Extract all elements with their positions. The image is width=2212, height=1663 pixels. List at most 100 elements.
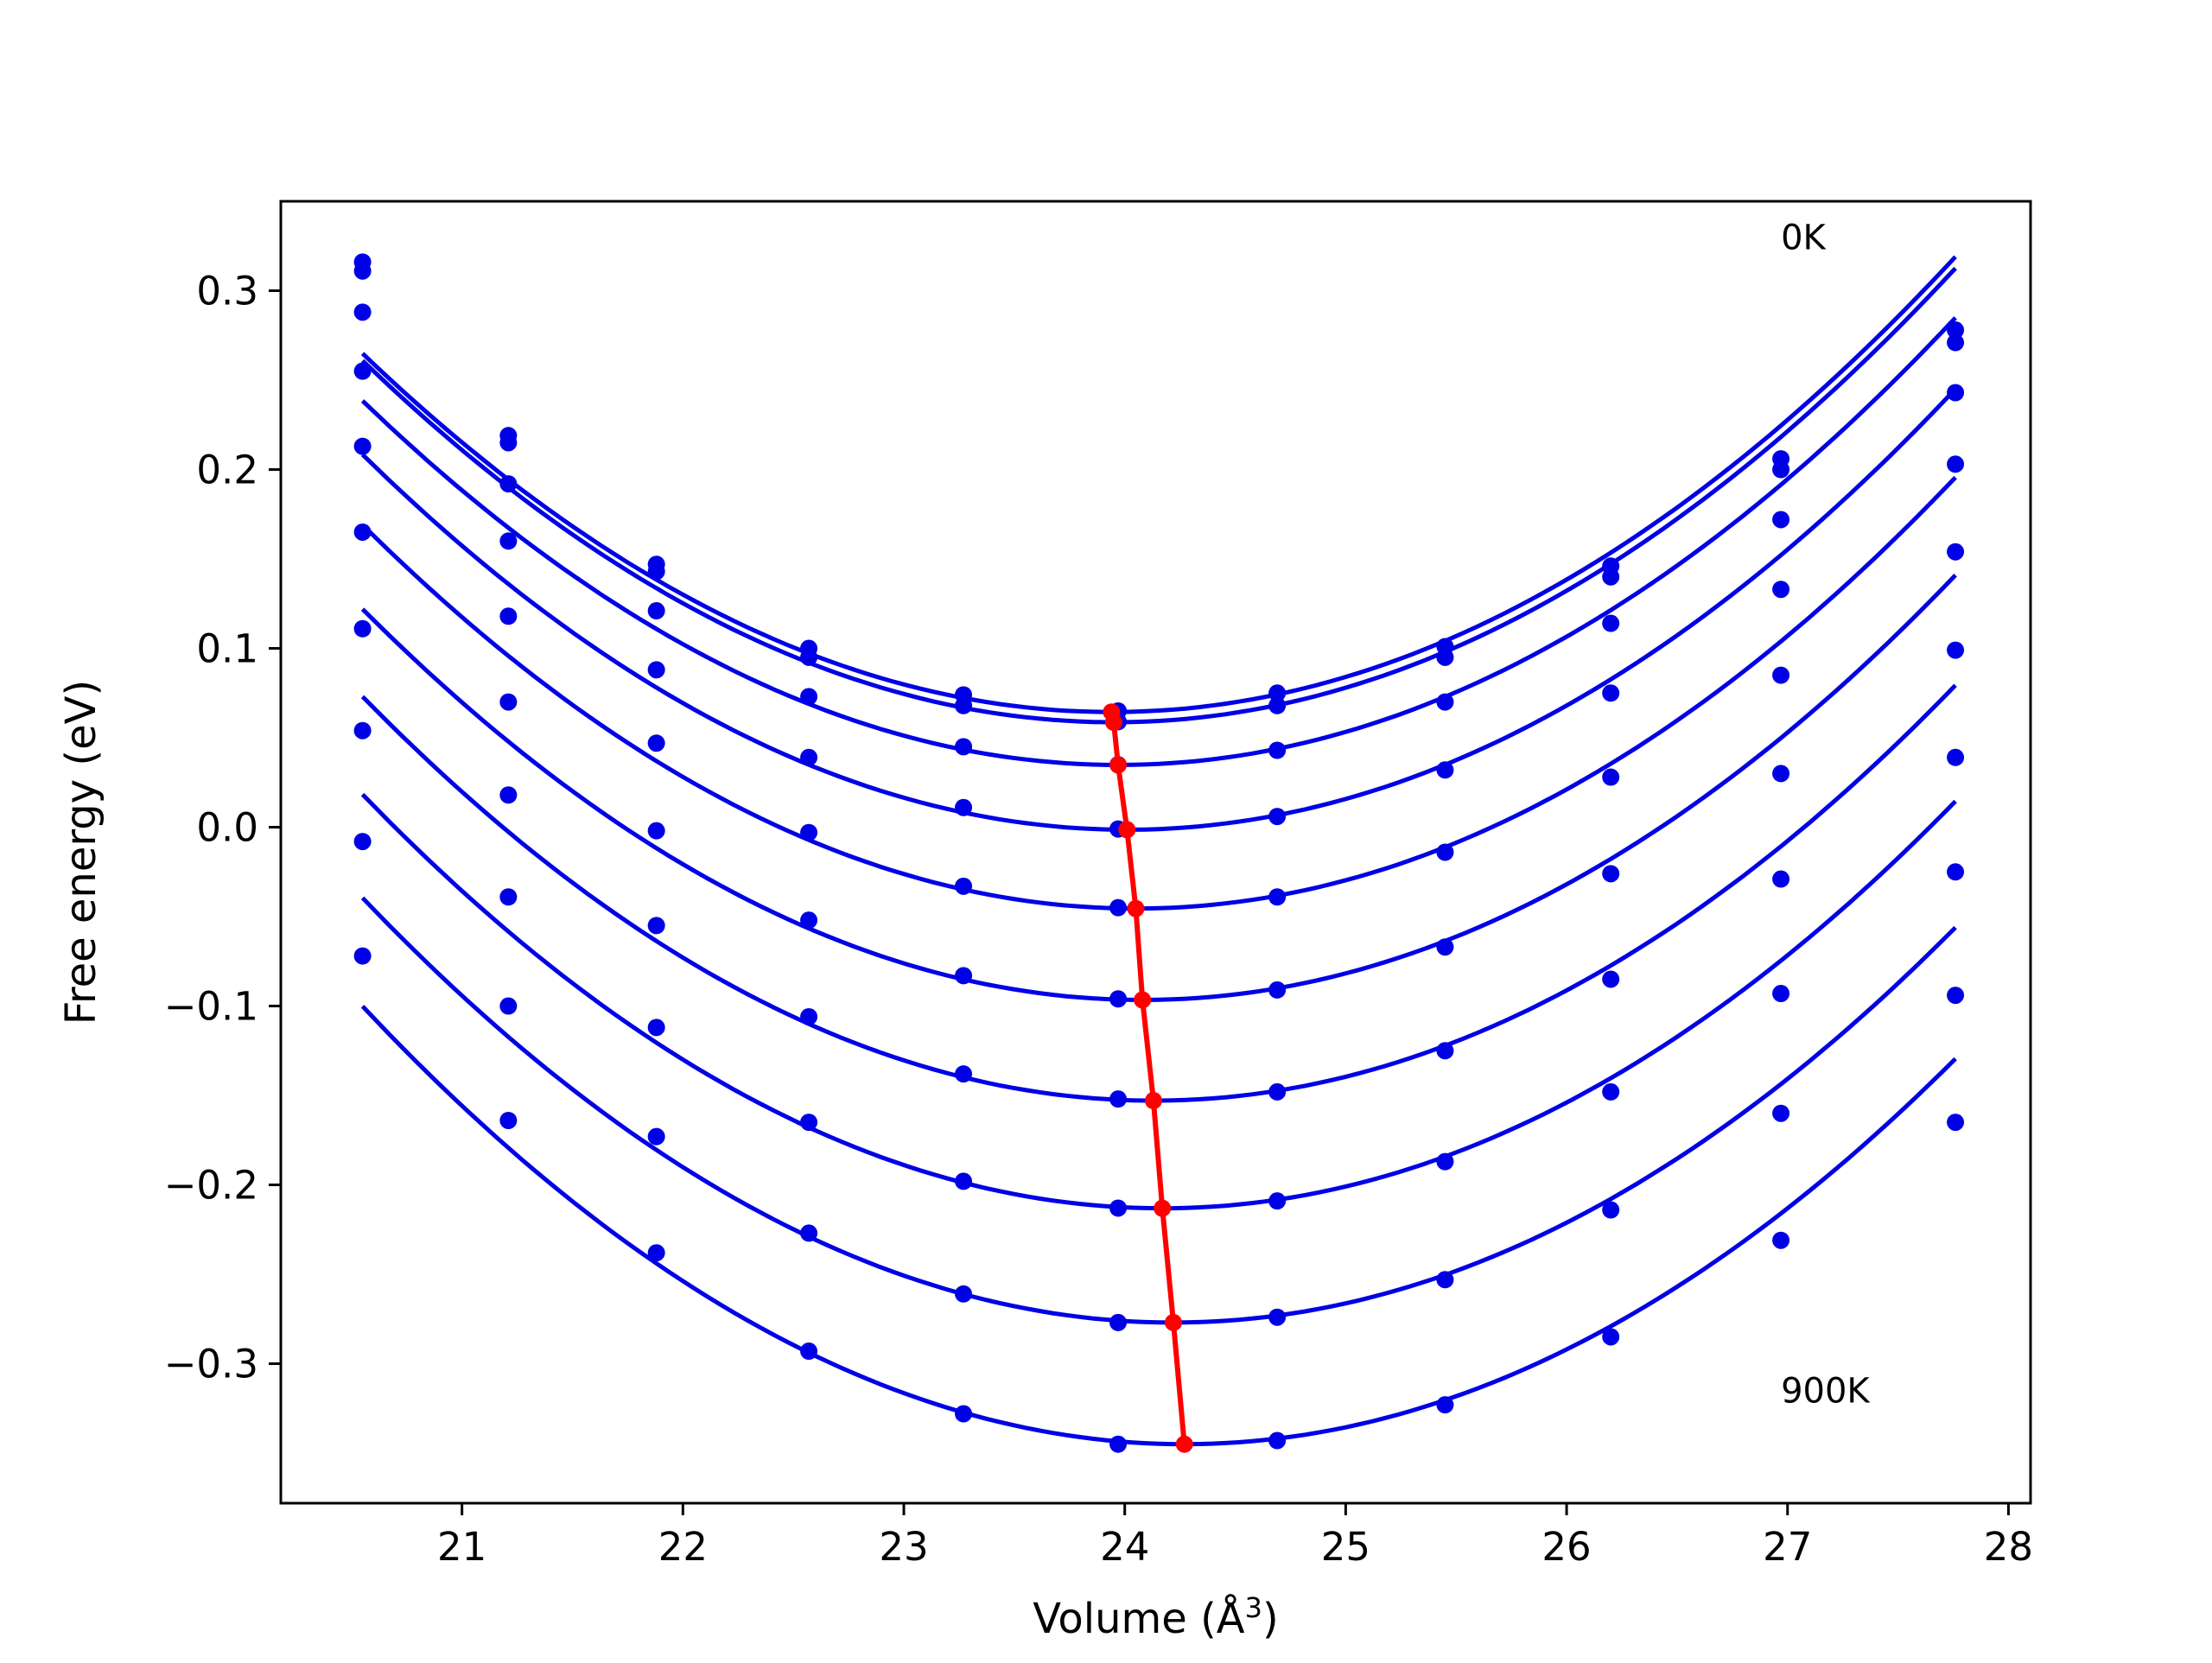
y-tick-label: 0.3	[196, 269, 258, 314]
data-point	[955, 1285, 973, 1303]
data-point	[1602, 684, 1620, 702]
minimum-point	[1134, 991, 1152, 1009]
data-point	[499, 693, 518, 711]
data-point	[499, 607, 518, 625]
data-point	[647, 822, 665, 840]
minimum-point	[1127, 899, 1145, 917]
data-point	[1268, 741, 1287, 759]
series-line-3	[360, 387, 1957, 832]
data-point	[955, 798, 973, 816]
data-point	[353, 833, 372, 851]
x-tick-label: 27	[1763, 1524, 1812, 1570]
data-point	[1947, 455, 1965, 473]
x-tick-label: 23	[879, 1524, 928, 1570]
data-point	[499, 475, 518, 493]
data-point	[1772, 666, 1790, 684]
data-point	[1772, 511, 1790, 529]
data-point	[1436, 693, 1454, 711]
data-point	[1268, 808, 1287, 826]
data-point	[1268, 888, 1287, 906]
data-point	[1436, 761, 1454, 779]
minimum-point	[1144, 1092, 1162, 1110]
points-layer	[353, 253, 1965, 1453]
minimum-point	[1118, 821, 1136, 839]
data-point	[647, 602, 665, 620]
series-line-0	[360, 255, 1957, 714]
data-point	[353, 619, 372, 638]
data-point	[1436, 1152, 1454, 1171]
y-tick-label: 0.0	[196, 805, 258, 851]
minimum-point	[1109, 756, 1128, 774]
x-axis-label: Volume (Å3)	[1033, 1591, 1278, 1643]
temperature-annotation: 900K	[1781, 1372, 1871, 1412]
data-point	[1436, 1042, 1454, 1060]
data-point	[647, 917, 665, 935]
data-point	[800, 688, 818, 706]
x-axis-label-main: Volume (Å	[1033, 1594, 1245, 1643]
data-point	[1602, 614, 1620, 632]
data-point	[1602, 865, 1620, 883]
temperature-annotation: 0K	[1781, 218, 1827, 257]
data-point	[1436, 648, 1454, 666]
minimum-volume-line	[1109, 711, 1187, 1444]
data-point	[1268, 696, 1287, 714]
data-point	[1109, 1435, 1128, 1453]
data-point	[800, 748, 818, 766]
data-point	[353, 947, 372, 965]
data-point	[1268, 1192, 1287, 1210]
data-point	[1947, 321, 1965, 340]
data-point	[955, 1405, 973, 1423]
y-tick-label: −0.3	[164, 1342, 258, 1387]
data-point	[955, 738, 973, 756]
series-line-4	[360, 475, 1957, 911]
data-point	[353, 262, 372, 280]
data-point	[499, 532, 518, 550]
x-tick-label: 24	[1100, 1524, 1149, 1570]
data-point	[1602, 1082, 1620, 1101]
data-point	[353, 721, 372, 739]
data-point	[1772, 985, 1790, 1003]
data-point	[647, 562, 665, 581]
data-point	[647, 1244, 665, 1262]
y-tick-label: 0.1	[196, 626, 258, 672]
data-point	[1772, 1231, 1790, 1249]
data-point	[1268, 1082, 1287, 1101]
data-point	[800, 1007, 818, 1025]
y-tick-label: −0.2	[164, 1163, 258, 1209]
series-line-8	[360, 896, 1957, 1325]
data-point	[800, 1342, 818, 1361]
curves-layer	[360, 255, 1957, 1447]
data-point	[1947, 748, 1965, 766]
data-point	[1772, 765, 1790, 783]
y-axis-label: Free energy (eV)	[57, 680, 105, 1025]
data-point	[499, 1112, 518, 1130]
data-point	[1109, 1199, 1128, 1217]
series-line-6	[360, 683, 1957, 1103]
data-point	[647, 734, 665, 752]
axes-frame	[279, 200, 2032, 1505]
data-point	[955, 967, 973, 985]
x-tick-label: 25	[1321, 1524, 1370, 1570]
data-point	[647, 1019, 665, 1037]
data-point	[1436, 938, 1454, 956]
data-point	[1947, 1114, 1965, 1132]
data-point	[353, 303, 372, 321]
data-point	[800, 911, 818, 930]
data-point	[499, 888, 518, 906]
data-point	[955, 1065, 973, 1083]
x-axis-label-suffix: )	[1262, 1595, 1279, 1643]
minimum-point	[1154, 1199, 1172, 1217]
x-axis-label-superscript: 3	[1245, 1591, 1262, 1624]
minimum-point	[1164, 1313, 1182, 1331]
y-tick-label: 0.2	[196, 447, 258, 493]
data-point	[1109, 1090, 1128, 1108]
x-tick-label: 22	[658, 1524, 708, 1570]
data-point	[1436, 1271, 1454, 1289]
data-point	[1947, 641, 1965, 659]
data-point	[955, 877, 973, 895]
data-point	[1947, 987, 1965, 1005]
data-point	[1772, 581, 1790, 599]
series-line-2	[360, 316, 1957, 768]
data-point	[1436, 1396, 1454, 1414]
data-point	[1602, 970, 1620, 988]
